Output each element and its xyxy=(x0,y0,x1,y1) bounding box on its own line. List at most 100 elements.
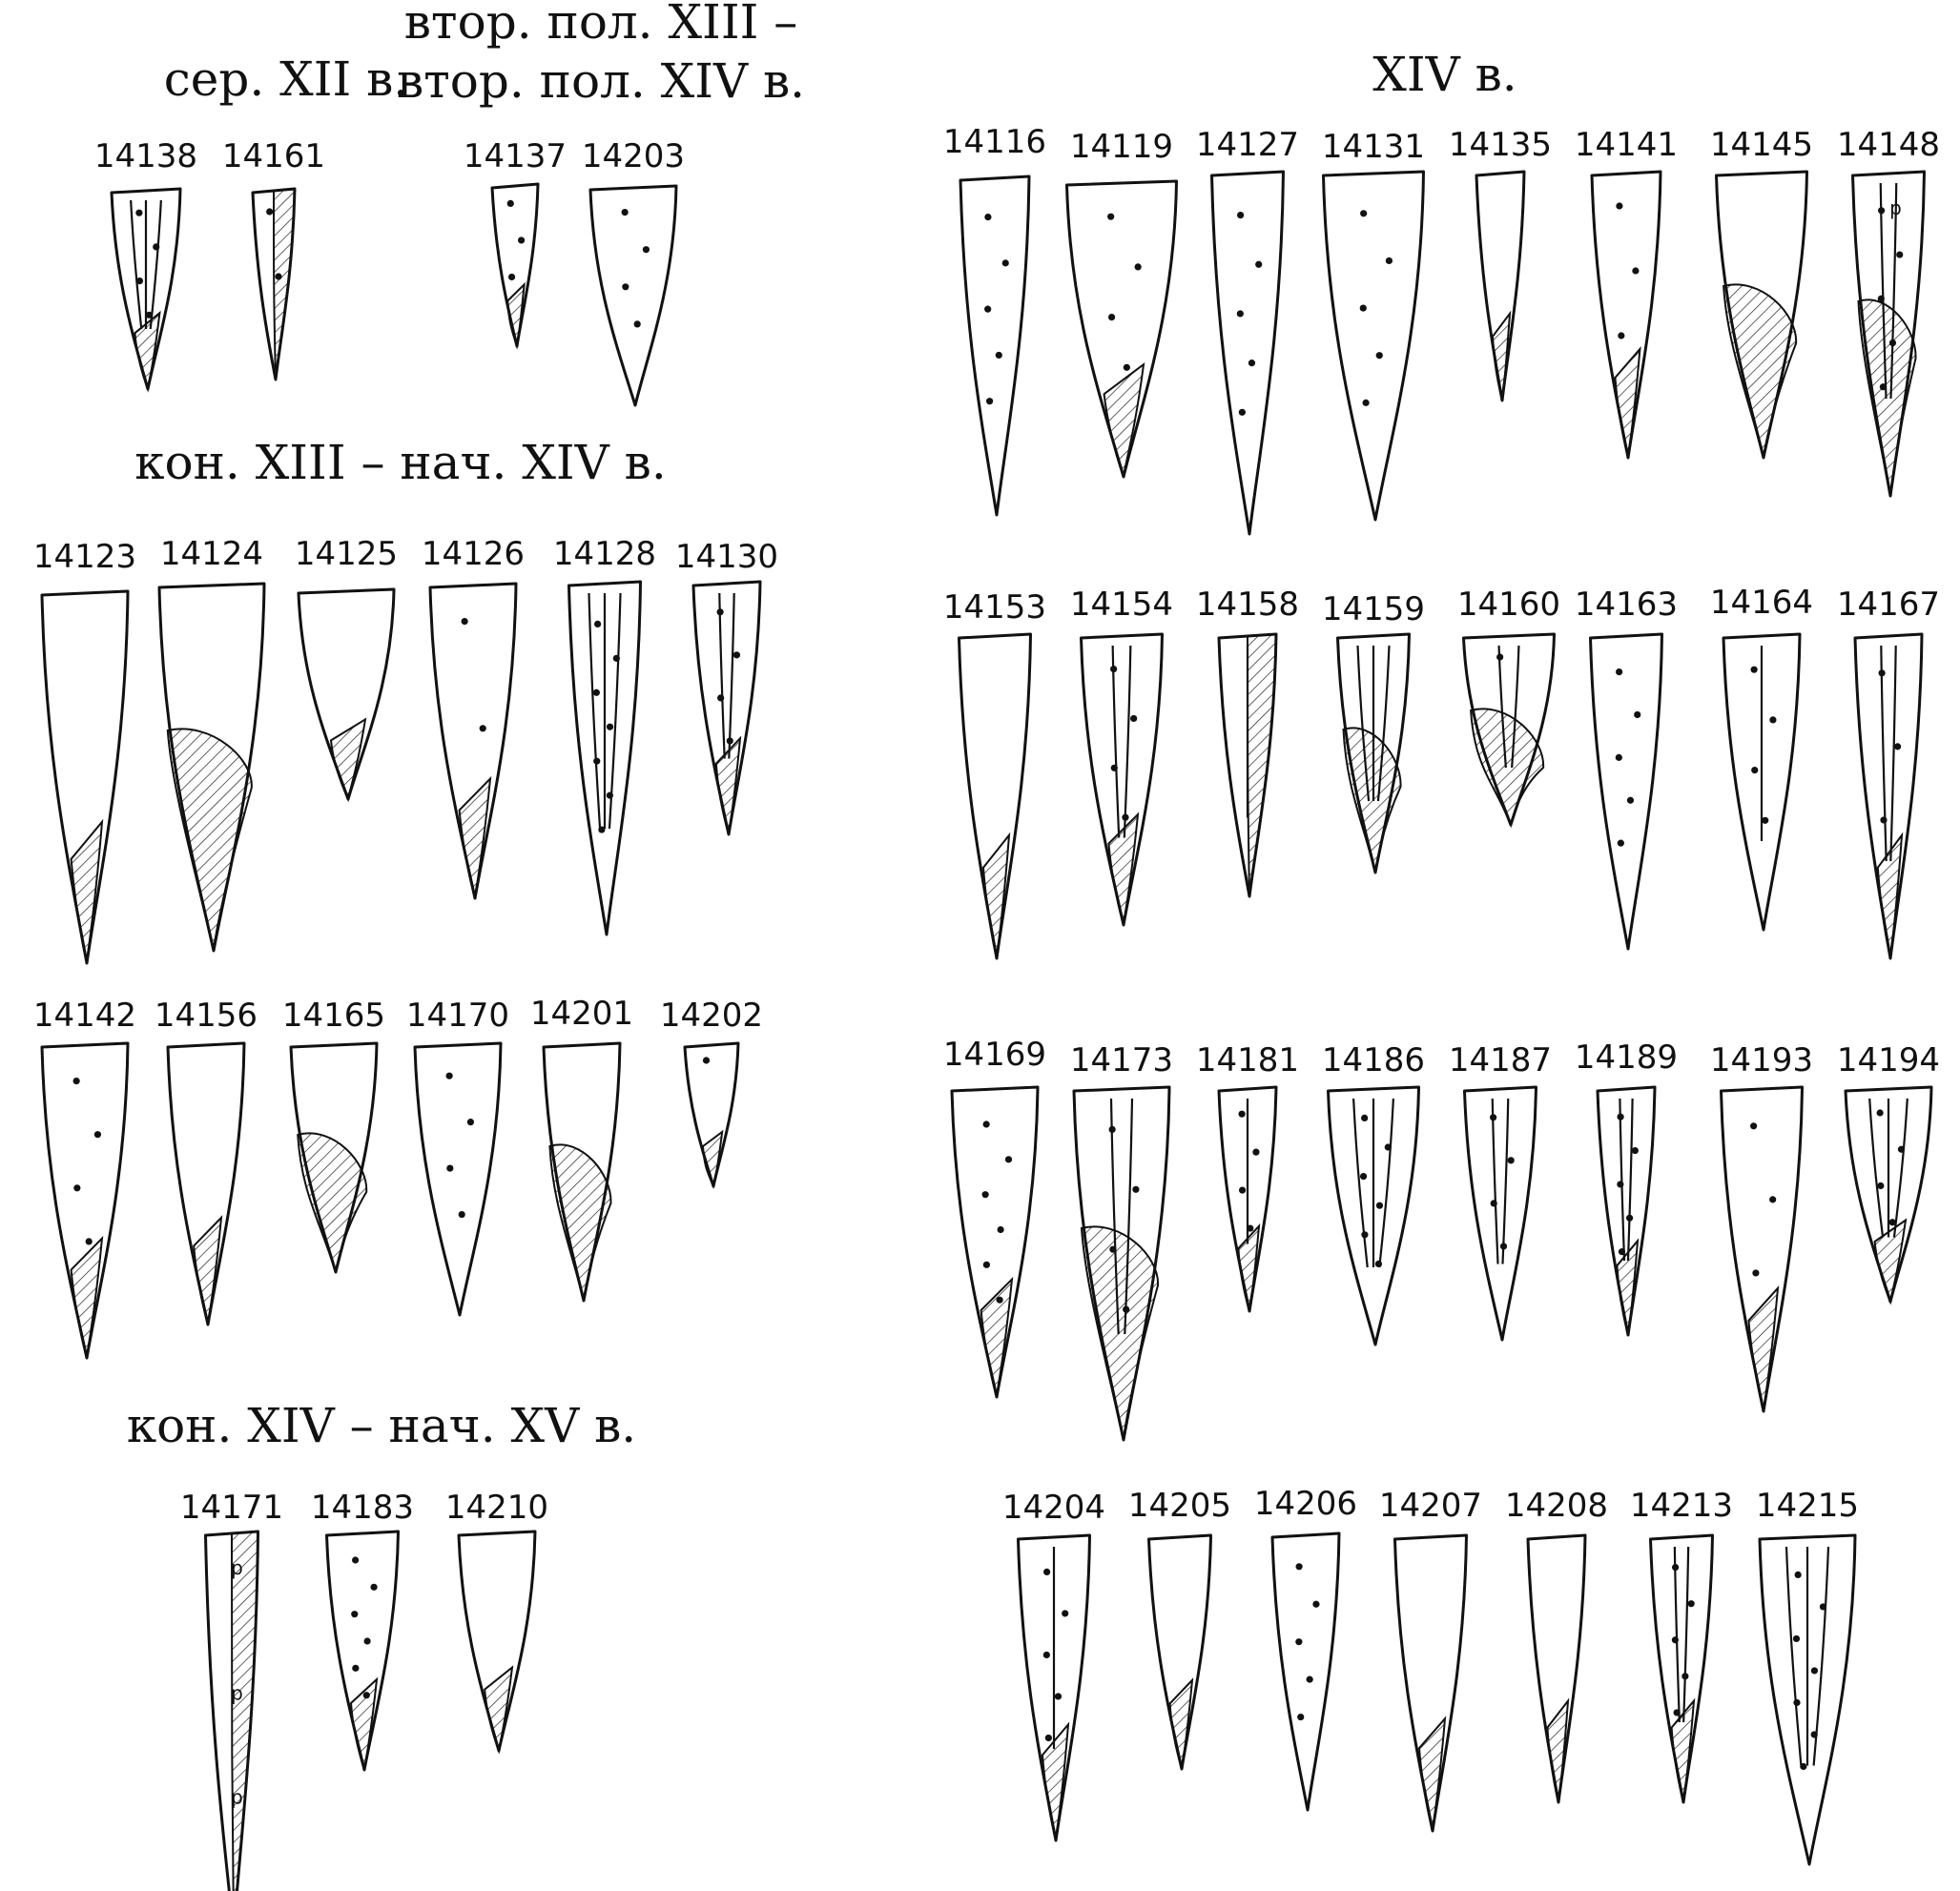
grain-line xyxy=(1491,1098,1499,1264)
dot-mark xyxy=(1361,1231,1369,1239)
specimen-14156: 14156 xyxy=(155,997,258,1326)
dot-mark xyxy=(1876,1109,1884,1117)
dot-mark xyxy=(351,1611,359,1618)
dot-mark xyxy=(1631,1146,1639,1155)
dot-mark xyxy=(266,208,274,216)
dot-mark xyxy=(642,246,650,254)
grain-line xyxy=(1109,1098,1120,1335)
hatched-area xyxy=(70,1235,104,1359)
dot-mark xyxy=(1123,1305,1130,1313)
dot-mark xyxy=(1384,1143,1392,1151)
dot-mark xyxy=(1793,1698,1801,1707)
specimen-outline xyxy=(1589,632,1663,951)
dot-mark xyxy=(1107,314,1116,321)
dot-mark xyxy=(592,689,600,696)
dot-mark xyxy=(1004,1156,1013,1163)
dot-mark xyxy=(984,305,992,313)
specimen-14131: 14131 xyxy=(1322,128,1425,522)
specimen-14186: 14186 xyxy=(1322,1041,1425,1346)
specimen-number: 14153 xyxy=(943,588,1046,627)
dot-mark xyxy=(1236,310,1244,318)
dot-mark xyxy=(1769,1196,1777,1203)
specimen-14138: 14138 xyxy=(94,137,197,393)
dot-mark xyxy=(1671,1636,1679,1644)
dot-mark xyxy=(507,273,516,281)
dot-mark xyxy=(72,1078,80,1085)
dot-mark xyxy=(1616,202,1623,210)
dot-mark xyxy=(995,351,1002,360)
specimen-14204: 14204 xyxy=(1002,1489,1105,1842)
specimen-14163: 14163 xyxy=(1575,586,1678,951)
hatched-area xyxy=(134,310,161,393)
specimen-14215: 14215 xyxy=(1756,1487,1859,1866)
dot-mark xyxy=(93,1131,102,1139)
grain-line xyxy=(1880,645,1888,862)
specimen-number: 14165 xyxy=(282,997,385,1035)
grain-line xyxy=(1682,1546,1690,1723)
specimen-number: 14171 xyxy=(180,1489,283,1527)
dot-mark xyxy=(1001,259,1009,267)
dot-mark xyxy=(981,1191,989,1199)
specimen-number: 14205 xyxy=(1128,1487,1231,1525)
dot-mark xyxy=(1134,263,1142,271)
specimen-number: 14130 xyxy=(675,538,778,576)
grain-line xyxy=(1511,645,1520,769)
specimen-14165: 14165 xyxy=(282,997,385,1274)
dot-mark xyxy=(732,651,741,659)
dot-mark xyxy=(352,1664,360,1672)
grain-line xyxy=(1889,645,1897,862)
dot-mark xyxy=(1252,1148,1260,1156)
dot-mark xyxy=(1499,1243,1508,1250)
dot-mark xyxy=(145,311,153,319)
dot-mark xyxy=(622,283,629,291)
specimen-number: 14193 xyxy=(1710,1041,1813,1079)
grain-line xyxy=(1868,1098,1885,1238)
specimen-outline xyxy=(1270,1531,1341,1812)
dot-mark xyxy=(1110,764,1118,771)
specimen-number: 14116 xyxy=(943,123,1046,161)
dot-mark xyxy=(1616,668,1623,676)
hatched-area xyxy=(1614,346,1641,459)
dot-mark xyxy=(1108,1125,1116,1133)
dot-mark xyxy=(153,243,160,251)
specimen-14158: 14158 xyxy=(1196,586,1299,898)
dot-mark xyxy=(1750,1122,1758,1130)
specimen-number: 14127 xyxy=(1196,126,1299,164)
hatched-area xyxy=(349,1676,379,1771)
dot-mark xyxy=(1295,1638,1303,1646)
dot-mark xyxy=(1306,1675,1313,1683)
specimen-number: 14148 xyxy=(1837,126,1940,164)
hatched-area xyxy=(70,818,104,964)
specimen-number: 14183 xyxy=(311,1489,414,1527)
specimen-14130: 14130 xyxy=(675,538,778,836)
grain-line xyxy=(1879,182,1888,400)
specimen-number: 14169 xyxy=(943,1036,1046,1074)
dot-mark xyxy=(1877,1182,1885,1190)
specimen-14208: 14208 xyxy=(1505,1487,1608,1804)
specimen-outline xyxy=(959,175,1031,517)
group-label: сер. XII в. xyxy=(164,51,408,107)
dot-mark xyxy=(1750,666,1758,673)
dot-mark xyxy=(1132,1185,1140,1193)
grain-line xyxy=(1123,645,1132,838)
specimen-number: 14145 xyxy=(1710,126,1813,164)
dot-mark xyxy=(466,1119,475,1126)
dot-mark xyxy=(1615,753,1622,761)
dot-mark xyxy=(352,1556,360,1564)
letter-mark: р xyxy=(231,1786,243,1809)
dot-mark xyxy=(1238,1186,1247,1194)
dot-mark xyxy=(1359,1173,1368,1181)
dot-mark xyxy=(85,1238,93,1245)
dot-mark xyxy=(1794,1571,1802,1578)
dot-mark xyxy=(1810,1667,1819,1675)
dot-mark xyxy=(73,1184,81,1192)
specimen-14164: 14164 xyxy=(1710,584,1813,932)
specimen-14205: 14205 xyxy=(1128,1487,1231,1771)
specimen-number: 14186 xyxy=(1322,1041,1425,1079)
dot-mark xyxy=(1762,816,1769,824)
specimen-number: 14154 xyxy=(1070,586,1173,624)
dot-mark xyxy=(1769,716,1777,724)
grain-line xyxy=(1352,1098,1369,1268)
grain-line xyxy=(608,592,622,830)
